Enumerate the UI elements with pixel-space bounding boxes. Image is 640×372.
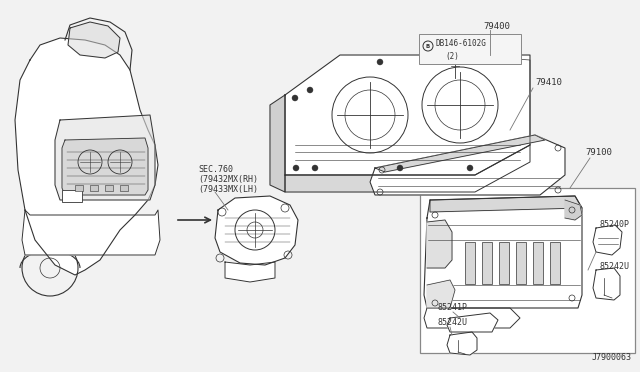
FancyBboxPatch shape <box>419 34 521 64</box>
Polygon shape <box>62 138 148 195</box>
Polygon shape <box>22 210 160 255</box>
Polygon shape <box>565 200 582 220</box>
Text: (79433MX(LH): (79433MX(LH) <box>198 185 258 194</box>
Circle shape <box>292 95 298 101</box>
Circle shape <box>307 87 313 93</box>
Bar <box>120 185 128 191</box>
Text: SEC.760: SEC.760 <box>198 165 233 174</box>
Circle shape <box>427 57 433 63</box>
Bar <box>105 185 113 191</box>
Polygon shape <box>424 196 582 308</box>
Text: 79400: 79400 <box>483 22 510 31</box>
Polygon shape <box>447 313 498 332</box>
Circle shape <box>377 59 383 65</box>
Text: 85242U: 85242U <box>438 318 468 327</box>
Bar <box>533 242 543 284</box>
Circle shape <box>293 165 299 171</box>
Bar <box>482 242 492 284</box>
Text: B: B <box>426 44 430 48</box>
Text: DB146-6102G: DB146-6102G <box>436 38 487 48</box>
Polygon shape <box>68 22 120 58</box>
Text: J7900063: J7900063 <box>592 353 632 362</box>
Text: (79432MX(RH): (79432MX(RH) <box>198 175 258 184</box>
Polygon shape <box>430 196 582 212</box>
Circle shape <box>422 67 498 143</box>
Polygon shape <box>285 145 530 192</box>
Text: 85242U: 85242U <box>600 262 630 271</box>
Bar <box>62 190 82 202</box>
Text: 85241P: 85241P <box>438 303 468 312</box>
Bar <box>75 185 83 191</box>
Bar <box>499 242 509 284</box>
Polygon shape <box>593 268 620 300</box>
Polygon shape <box>270 95 285 192</box>
Bar <box>550 242 560 284</box>
Polygon shape <box>427 280 455 308</box>
Polygon shape <box>55 115 155 200</box>
Polygon shape <box>424 308 520 328</box>
Bar <box>465 242 475 284</box>
Circle shape <box>332 77 408 153</box>
Polygon shape <box>370 135 565 195</box>
Polygon shape <box>215 196 298 265</box>
Polygon shape <box>15 38 158 275</box>
Polygon shape <box>225 262 275 282</box>
Polygon shape <box>285 55 530 175</box>
Polygon shape <box>375 135 545 172</box>
Text: 79100: 79100 <box>585 148 612 157</box>
Circle shape <box>312 165 318 171</box>
Text: 79410: 79410 <box>535 78 562 87</box>
Polygon shape <box>427 220 452 268</box>
Bar <box>516 242 526 284</box>
Text: (2): (2) <box>445 51 459 61</box>
Polygon shape <box>593 225 622 255</box>
Polygon shape <box>447 332 477 355</box>
Circle shape <box>397 165 403 171</box>
Text: 85240P: 85240P <box>600 220 630 229</box>
Bar <box>90 185 98 191</box>
Circle shape <box>467 165 473 171</box>
Bar <box>420 188 635 353</box>
